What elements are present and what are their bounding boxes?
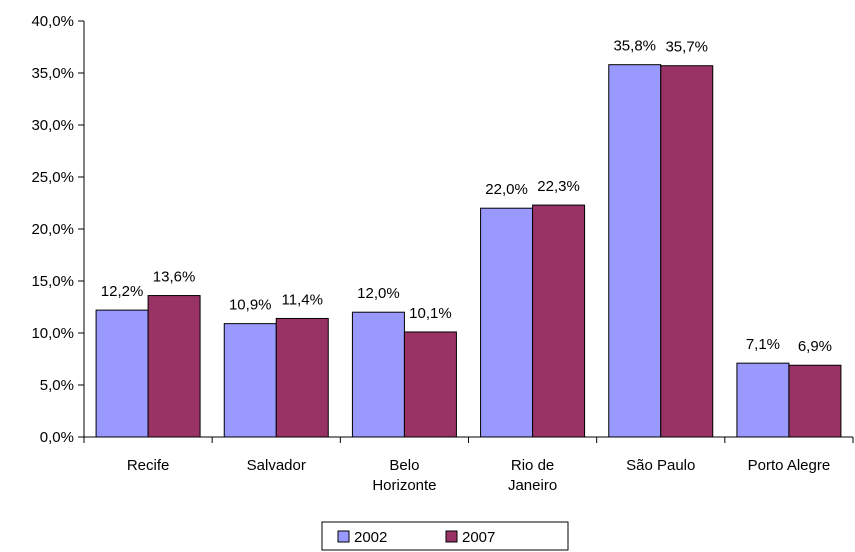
bar-2002-5: [736, 362, 790, 438]
y-tick-label: 30,0%: [31, 117, 74, 134]
data-label-2002-4: 35,8%: [613, 38, 656, 55]
data-label-2002-2: 12,0%: [357, 285, 400, 302]
category-label: Porto Alegre: [748, 457, 831, 474]
category-label: São Paulo: [626, 457, 695, 474]
category-label: Recife: [127, 457, 170, 474]
legend: 2002 2007: [321, 521, 569, 551]
bar-2007-4: [660, 65, 714, 438]
bar-2007-0: [147, 295, 201, 438]
data-label-2007-4: 35,7%: [665, 39, 708, 56]
bar-2002-2: [351, 311, 405, 438]
legend-swatch-2002: [337, 530, 350, 543]
bar-2002-3: [480, 207, 534, 438]
category-label: Belo Horizonte: [372, 457, 436, 494]
data-label-2007-3: 22,3%: [537, 178, 580, 195]
legend-label-2002: 2002: [354, 529, 387, 546]
legend-box: [321, 521, 569, 551]
y-tick-label: 40,0%: [31, 13, 74, 30]
data-label-2002-1: 10,9%: [229, 297, 272, 314]
y-tick-label: 20,0%: [31, 221, 74, 238]
bar-2002-0: [95, 309, 149, 438]
category-label: Rio de Janeiro: [508, 457, 557, 494]
bar-2007-3: [532, 204, 586, 438]
legend-swatch-2007: [445, 530, 458, 543]
bar-2007-2: [403, 331, 457, 438]
legend-label-2007: 2007: [462, 529, 495, 546]
category-label: Salvador: [247, 457, 306, 474]
y-tick-label: 35,0%: [31, 65, 74, 82]
bar-2007-5: [788, 364, 842, 438]
data-label-2002-5: 7,1%: [746, 336, 780, 353]
x-axis-labels: Recife Salvador Belo Horizonte Rio de Janeiro…: [127, 457, 830, 494]
data-label-2007-0: 13,6%: [153, 269, 196, 286]
y-tick-label: 5,0%: [40, 377, 74, 394]
data-label-2007-1: 11,4%: [282, 291, 323, 308]
bar-2007-1: [275, 317, 329, 438]
y-tick-label: 10,0%: [31, 325, 74, 342]
data-label-2002-0: 12,2%: [101, 283, 144, 300]
y-tick-label: 25,0%: [31, 169, 74, 186]
bars: [95, 64, 842, 438]
bar-2002-4: [608, 64, 662, 438]
y-tick-label: 15,0%: [31, 273, 74, 290]
data-label-2007-5: 6,9%: [798, 338, 832, 355]
y-tick-label: 0,0%: [40, 429, 74, 446]
bar-2002-1: [223, 323, 277, 438]
data-label-2007-2: 10,1%: [409, 305, 452, 322]
axes: [78, 20, 854, 443]
y-axis-labels: 0,0% 5,0% 10,0% 15,0% 20,0% 25,0% 30,0% 35,0% 40…: [31, 13, 74, 446]
data-label-2002-3: 22,0%: [485, 181, 528, 198]
data-labels: 12,2% 10,9% 12,0% 22,0% 35,8% 7,1% 13,6% 11,4% 1…: [101, 38, 832, 356]
